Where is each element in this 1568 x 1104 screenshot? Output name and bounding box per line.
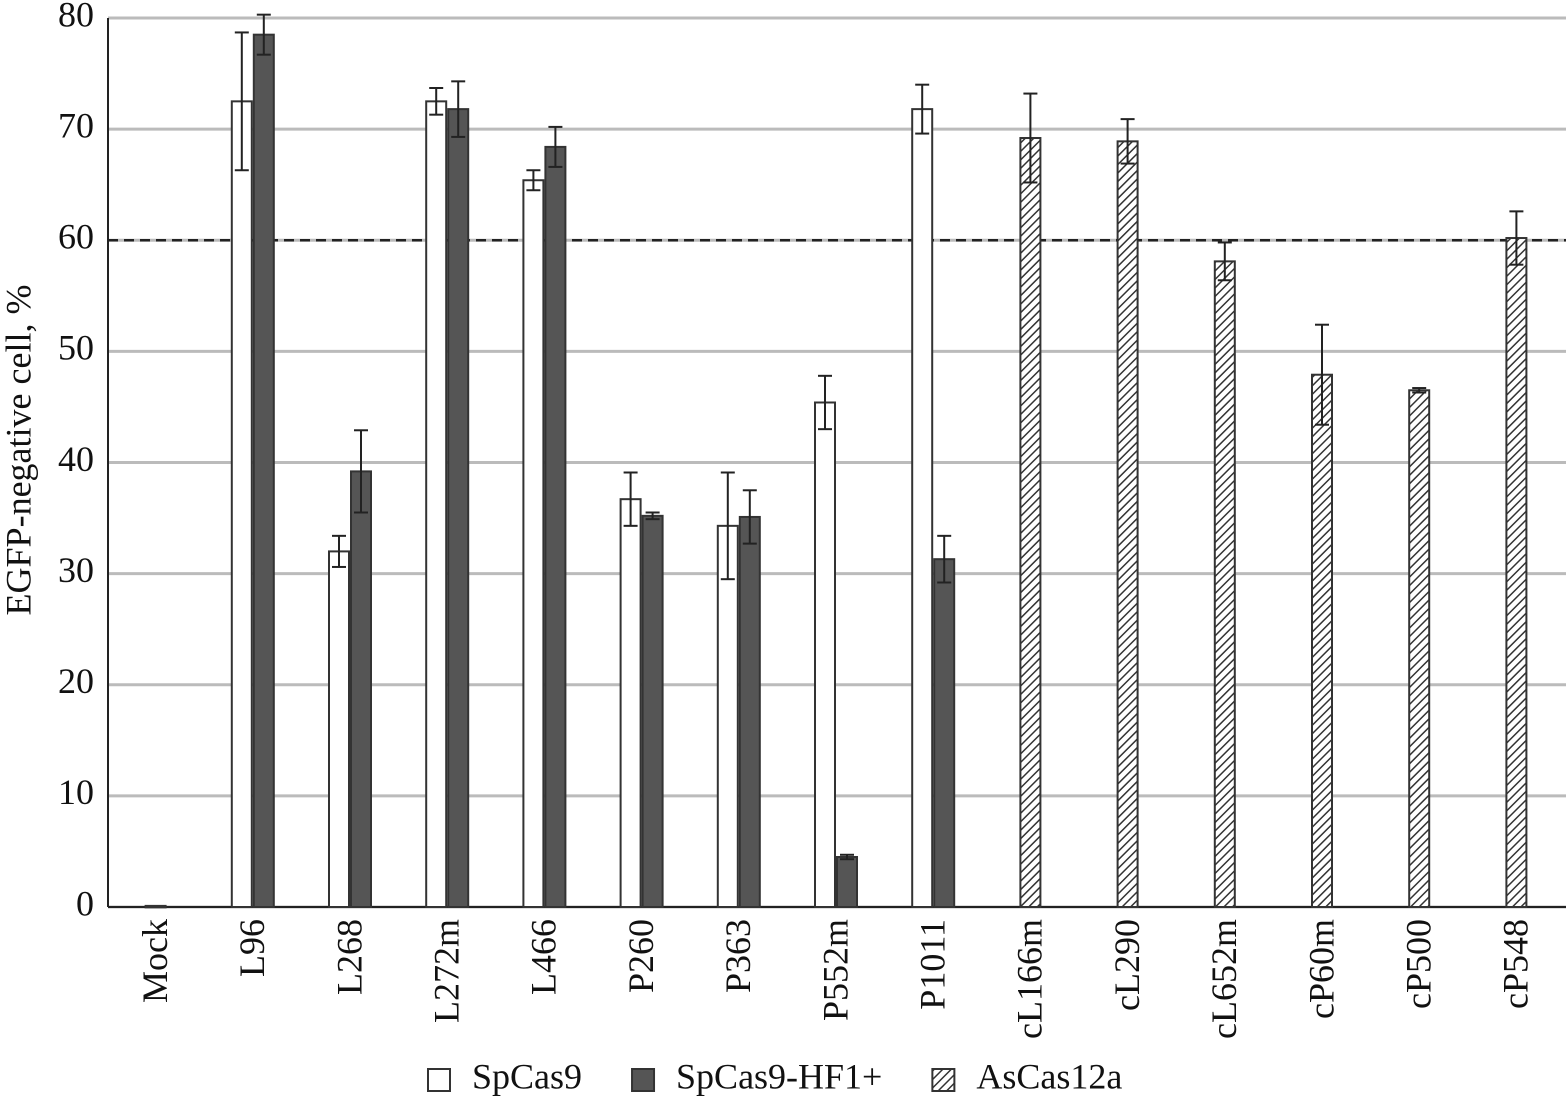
x-tick-label: cP60m: [1301, 919, 1341, 1019]
bar: [641, 514, 664, 909]
x-tick-label: Mock: [135, 919, 175, 1003]
bar: [328, 550, 350, 909]
bar: [425, 100, 448, 908]
x-tick-label: L466: [524, 919, 564, 995]
bar: [447, 108, 470, 908]
x-tick-label: cP500: [1398, 919, 1438, 1009]
bar: [1213, 260, 1236, 908]
bar: [522, 179, 545, 908]
bar: [933, 558, 956, 909]
bar: [836, 855, 858, 909]
legend-label: AsCas12a: [976, 1056, 1122, 1096]
bar: [911, 108, 934, 908]
x-tick-label: L272m: [426, 919, 466, 1023]
y-tick-label: 10: [58, 772, 94, 812]
y-axis-label: EGFP-negative cell, %: [0, 285, 38, 616]
x-tick-label: P260: [621, 919, 661, 993]
legend-swatch: [631, 1068, 656, 1092]
legend-swatch: [931, 1068, 956, 1092]
x-tick-label: P1011: [912, 919, 952, 1010]
y-tick-label: 30: [58, 550, 94, 590]
bar: [814, 401, 836, 908]
y-tick-label: 0: [76, 883, 94, 923]
bar: [1019, 137, 1042, 908]
x-tick-label: L268: [329, 919, 369, 995]
bar: [1505, 237, 1528, 908]
x-tick-label: P552m: [815, 919, 855, 1021]
x-tick-label: cL166m: [1010, 919, 1050, 1039]
legend-label: SpCas9-HF1+: [676, 1056, 882, 1096]
bar: [716, 524, 739, 908]
bar: [230, 100, 253, 908]
legend-swatch: [427, 1068, 451, 1092]
y-tick-label: 40: [58, 439, 94, 479]
x-tick-label: cL652m: [1204, 919, 1244, 1039]
bar: [619, 498, 642, 908]
y-tick-label: 80: [58, 0, 94, 34]
y-tick-label: 50: [58, 328, 94, 368]
x-tick-label: cP548: [1496, 919, 1536, 1009]
legend-label: SpCas9: [472, 1056, 582, 1096]
y-tick-label: 60: [58, 217, 94, 257]
bar: [738, 515, 761, 908]
y-tick-label: 70: [58, 105, 94, 145]
bar: [144, 904, 167, 909]
bar: [1311, 373, 1333, 908]
x-tick-label: L96: [232, 919, 272, 977]
x-tick-label: cL290: [1107, 919, 1147, 1011]
y-tick-label: 20: [58, 661, 94, 701]
bar: [544, 145, 567, 908]
bar: [1116, 140, 1139, 908]
bar: [1408, 389, 1431, 908]
bar: [350, 470, 372, 908]
x-tick-label: P363: [718, 919, 758, 993]
bar: [252, 33, 275, 908]
